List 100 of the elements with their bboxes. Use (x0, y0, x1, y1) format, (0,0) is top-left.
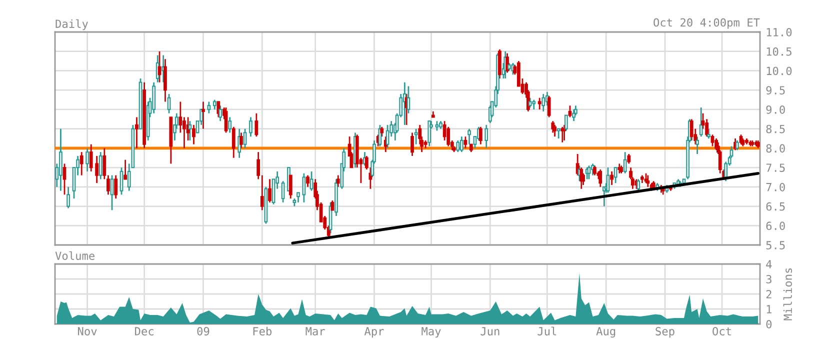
candlestick (98, 151, 102, 180)
x-tick-label: Nov (78, 327, 97, 336)
y-tick-label: 6.5 (766, 202, 785, 211)
candlestick (551, 120, 555, 134)
candlestick (110, 174, 114, 211)
candlestick (478, 126, 482, 146)
candlestick (59, 128, 62, 192)
candlestick (336, 174, 340, 188)
candlestick (587, 164, 591, 180)
candlestick (243, 128, 247, 149)
candlestick (562, 124, 566, 142)
y-tick-label: 11.0 (766, 28, 792, 36)
y-tick-label: 5.5 (766, 241, 785, 250)
candlestick (228, 116, 232, 134)
candlestick (66, 186, 70, 209)
candlestick (464, 136, 468, 149)
candlestick (410, 132, 414, 157)
y-axis-title: Millions (783, 268, 792, 320)
candlestick (306, 174, 310, 188)
candlestick (532, 99, 536, 110)
candlestick (232, 126, 236, 159)
candlestick (484, 124, 488, 149)
candlestick (174, 112, 178, 130)
candlestick (124, 159, 128, 180)
candlestick (564, 114, 568, 132)
candlestick (240, 132, 243, 149)
candlestick (114, 174, 118, 200)
candlestick (216, 101, 220, 118)
candlestick (707, 128, 710, 140)
x-tick-label: Aug (596, 327, 616, 338)
candlestick (86, 147, 89, 172)
candlestick (623, 151, 627, 174)
candlestick (614, 166, 618, 184)
x-tick-label: Jun (480, 327, 500, 336)
candlestick (610, 170, 614, 186)
candlestick (468, 128, 471, 146)
x-tick-label: Oct (712, 327, 731, 336)
candlestick (212, 99, 216, 110)
candlestick (498, 48, 502, 80)
candlestick (542, 93, 546, 112)
y-tick-label: 0 (766, 320, 772, 328)
candlestick (224, 106, 228, 134)
candlestick (696, 136, 699, 155)
candlestick (556, 128, 560, 140)
candlestick (386, 124, 390, 149)
candlestick (547, 95, 551, 118)
candlestick (310, 170, 314, 192)
y-tick-label: 4 (766, 260, 772, 268)
candlestick (89, 144, 93, 172)
candlestick (414, 128, 418, 146)
candlestick (592, 164, 596, 176)
candlestick (710, 134, 714, 147)
x-tick-label: Dec (135, 327, 154, 336)
y-tick-label: 1 (766, 305, 772, 314)
candlestick (192, 124, 196, 146)
candlestick (152, 82, 156, 114)
y-tick-label: 8.5 (766, 124, 785, 134)
candlestick (553, 124, 556, 138)
x-tick-label: 09 (197, 327, 210, 336)
chart-title: Daily (56, 19, 88, 30)
y-tick-label: 8.0 (766, 144, 785, 153)
chart-title: Volume (55, 251, 94, 260)
candlestick (202, 101, 205, 130)
candlestick (380, 126, 384, 138)
candlestick (120, 166, 124, 196)
candlestick (249, 116, 252, 138)
candlestick (627, 153, 631, 164)
candlestick (254, 112, 258, 138)
candlestick (218, 104, 222, 122)
candlestick (268, 178, 272, 204)
candlestick (281, 180, 285, 204)
candlestick (135, 116, 138, 149)
candlestick (302, 172, 306, 204)
candlestick (164, 58, 167, 102)
candlestick (528, 97, 532, 108)
candlestick (646, 174, 650, 188)
candlestick (460, 136, 464, 153)
x-tick-label: Jul (538, 326, 556, 336)
candlestick (538, 97, 542, 110)
y-tick-label: 7.5 (766, 164, 785, 172)
candlestick (80, 151, 84, 176)
y-tick-label: 10.5 (766, 47, 792, 56)
y-tick-label: 6.0 (766, 222, 785, 230)
candlestick (188, 120, 192, 142)
candlestick (95, 155, 98, 184)
y-tick-label: 9.0 (766, 105, 785, 114)
y-tick-label: 7.0 (766, 182, 785, 192)
y-tick-label: 10.0 (766, 66, 792, 76)
candlestick (435, 120, 439, 132)
candlestick (288, 174, 292, 200)
y-tick-label: 9.5 (766, 86, 785, 94)
x-tick-label: May (422, 327, 441, 338)
text: Oct 20 4:00pm ET (654, 18, 760, 29)
y-tick-label: 2 (766, 290, 772, 298)
candlestick (296, 192, 300, 204)
x-tick-label: Feb (253, 326, 272, 336)
candlestick (699, 106, 703, 138)
candlestick (572, 108, 576, 122)
x-tick-label: Mar (306, 327, 325, 336)
candlestick (330, 200, 334, 211)
